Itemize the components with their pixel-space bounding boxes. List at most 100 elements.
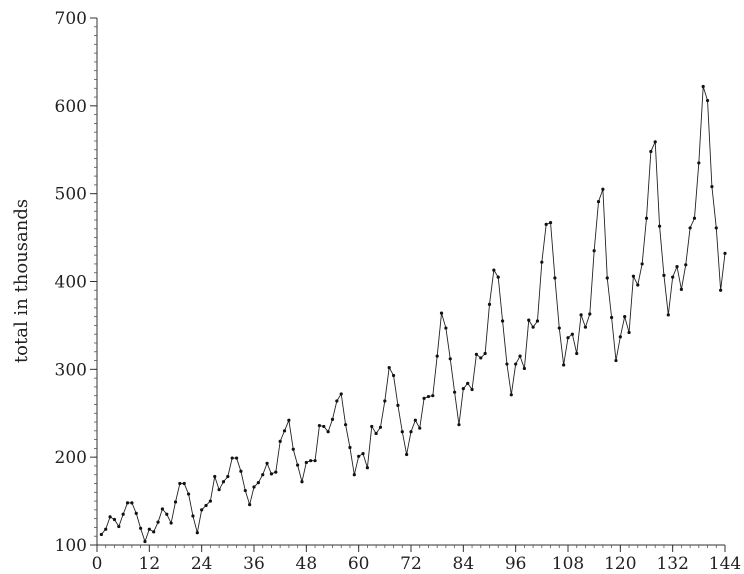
- data-point: [710, 185, 714, 189]
- data-point: [200, 508, 204, 512]
- data-point: [291, 447, 295, 451]
- data-point: [500, 319, 505, 323]
- data-point: [365, 466, 369, 470]
- data-point: [165, 512, 169, 516]
- data-point: [422, 396, 426, 400]
- data-point: [553, 276, 557, 280]
- data-point: [588, 312, 592, 316]
- data-point: [601, 187, 605, 191]
- y-tick-label: 500: [55, 185, 87, 205]
- data-point: [518, 354, 522, 358]
- data-point: [535, 319, 540, 323]
- data-point: [156, 520, 160, 524]
- data-point: [461, 387, 465, 391]
- data-point: [413, 418, 417, 422]
- x-axis: 0 12 24 36 48 60 72 84 96 108 120 132 144: [92, 544, 741, 574]
- y-tick-label: 600: [55, 97, 87, 117]
- data-point: [370, 424, 374, 429]
- data-point: [243, 488, 247, 493]
- data-point: [479, 356, 483, 360]
- data-point: [531, 325, 535, 329]
- x-tick-label: 72: [400, 554, 422, 574]
- data-point: [234, 456, 239, 460]
- data-point: [405, 452, 409, 457]
- data-point: [248, 503, 252, 507]
- x-tick-label: 48: [296, 554, 318, 574]
- data-point: [701, 84, 705, 89]
- data-point: [343, 423, 348, 427]
- y-tick-label: 100: [55, 536, 87, 556]
- x-tick-label: 108: [552, 554, 584, 574]
- data-point: [143, 539, 147, 544]
- data-point: [152, 530, 156, 534]
- data-point: [431, 394, 435, 398]
- data-point: [583, 325, 588, 329]
- data-point: [548, 221, 553, 225]
- series-line: [101, 86, 726, 543]
- data-point: [182, 481, 186, 486]
- data-point: [239, 469, 243, 473]
- data-point: [278, 439, 282, 443]
- data-point: [121, 512, 125, 516]
- data-point: [326, 430, 330, 434]
- data-point: [169, 521, 173, 525]
- data-point: [173, 500, 178, 504]
- data-point: [566, 336, 570, 340]
- data-point: [261, 473, 265, 477]
- data-point: [378, 425, 383, 429]
- data-point: [435, 354, 439, 358]
- data-point: [426, 394, 431, 399]
- x-tick-label: 0: [92, 554, 103, 574]
- data-point: [147, 527, 151, 531]
- x-tick-label: 84: [453, 554, 475, 574]
- data-point: [457, 423, 461, 427]
- data-point: [269, 472, 274, 476]
- data-point: [361, 452, 365, 456]
- data-point: [688, 226, 692, 230]
- data-point: [226, 474, 230, 479]
- data-point: [439, 311, 444, 315]
- data-point: [287, 418, 291, 422]
- x-tick-label: 12: [139, 554, 161, 574]
- data-point: [671, 275, 675, 279]
- data-point: [217, 488, 221, 492]
- data-point: [204, 503, 208, 508]
- data-point: [474, 352, 479, 356]
- data-point: [309, 459, 313, 463]
- data-point: [636, 283, 640, 287]
- data-point: [300, 480, 304, 484]
- data-point: [265, 461, 269, 465]
- data-point: [317, 423, 322, 428]
- data-point: [570, 332, 574, 336]
- data-point: [692, 216, 697, 220]
- data-point: [104, 527, 108, 531]
- data-point: [562, 363, 566, 367]
- x-tick-label: 60: [348, 554, 370, 574]
- data-point: [605, 276, 609, 280]
- data-point: [348, 445, 352, 450]
- data-point: [134, 511, 138, 515]
- data-point: [575, 351, 579, 356]
- data-point: [653, 140, 657, 144]
- data-point: [191, 514, 195, 518]
- data-point: [610, 315, 614, 320]
- data-point: [657, 224, 662, 228]
- data-point: [357, 454, 361, 458]
- y-tick-label: 400: [55, 273, 87, 293]
- y-tick-label: 200: [55, 448, 87, 468]
- data-point: [466, 381, 470, 385]
- data-point: [391, 373, 396, 378]
- data-point: [400, 430, 404, 434]
- data-point: [640, 262, 644, 266]
- data-point: [335, 399, 339, 403]
- data-point: [631, 274, 636, 278]
- data-point: [505, 362, 509, 366]
- data-point: [719, 288, 723, 292]
- data-point: [352, 473, 356, 477]
- data-point: [557, 326, 561, 330]
- x-tick-label: 24: [191, 554, 213, 574]
- data-point: [186, 492, 191, 496]
- x-tick-label: 120: [604, 554, 636, 574]
- data-point: [330, 417, 335, 421]
- data-point: [496, 275, 500, 279]
